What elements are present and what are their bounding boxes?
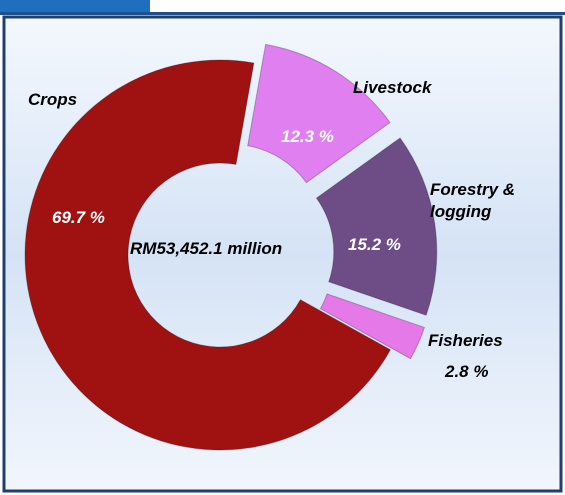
category-label: Fisheries	[428, 331, 503, 350]
donut-slice	[24, 59, 392, 451]
category-label: Forestry & logging	[430, 180, 516, 221]
center-label: RM53,452.1 million	[130, 239, 283, 258]
value-label: 15.2 %	[348, 235, 401, 254]
category-label: Crops	[28, 90, 78, 109]
header-rule	[0, 12, 565, 15]
value-label: 69.7 %	[52, 208, 105, 227]
value-label: 12.3 %	[281, 127, 334, 146]
donut-slice	[315, 137, 438, 316]
value-label: 2.8 %	[445, 362, 489, 381]
category-label: Livestock	[353, 78, 432, 97]
header-tab	[0, 0, 150, 12]
donut-slice	[319, 293, 426, 360]
donut-slice	[247, 43, 391, 184]
